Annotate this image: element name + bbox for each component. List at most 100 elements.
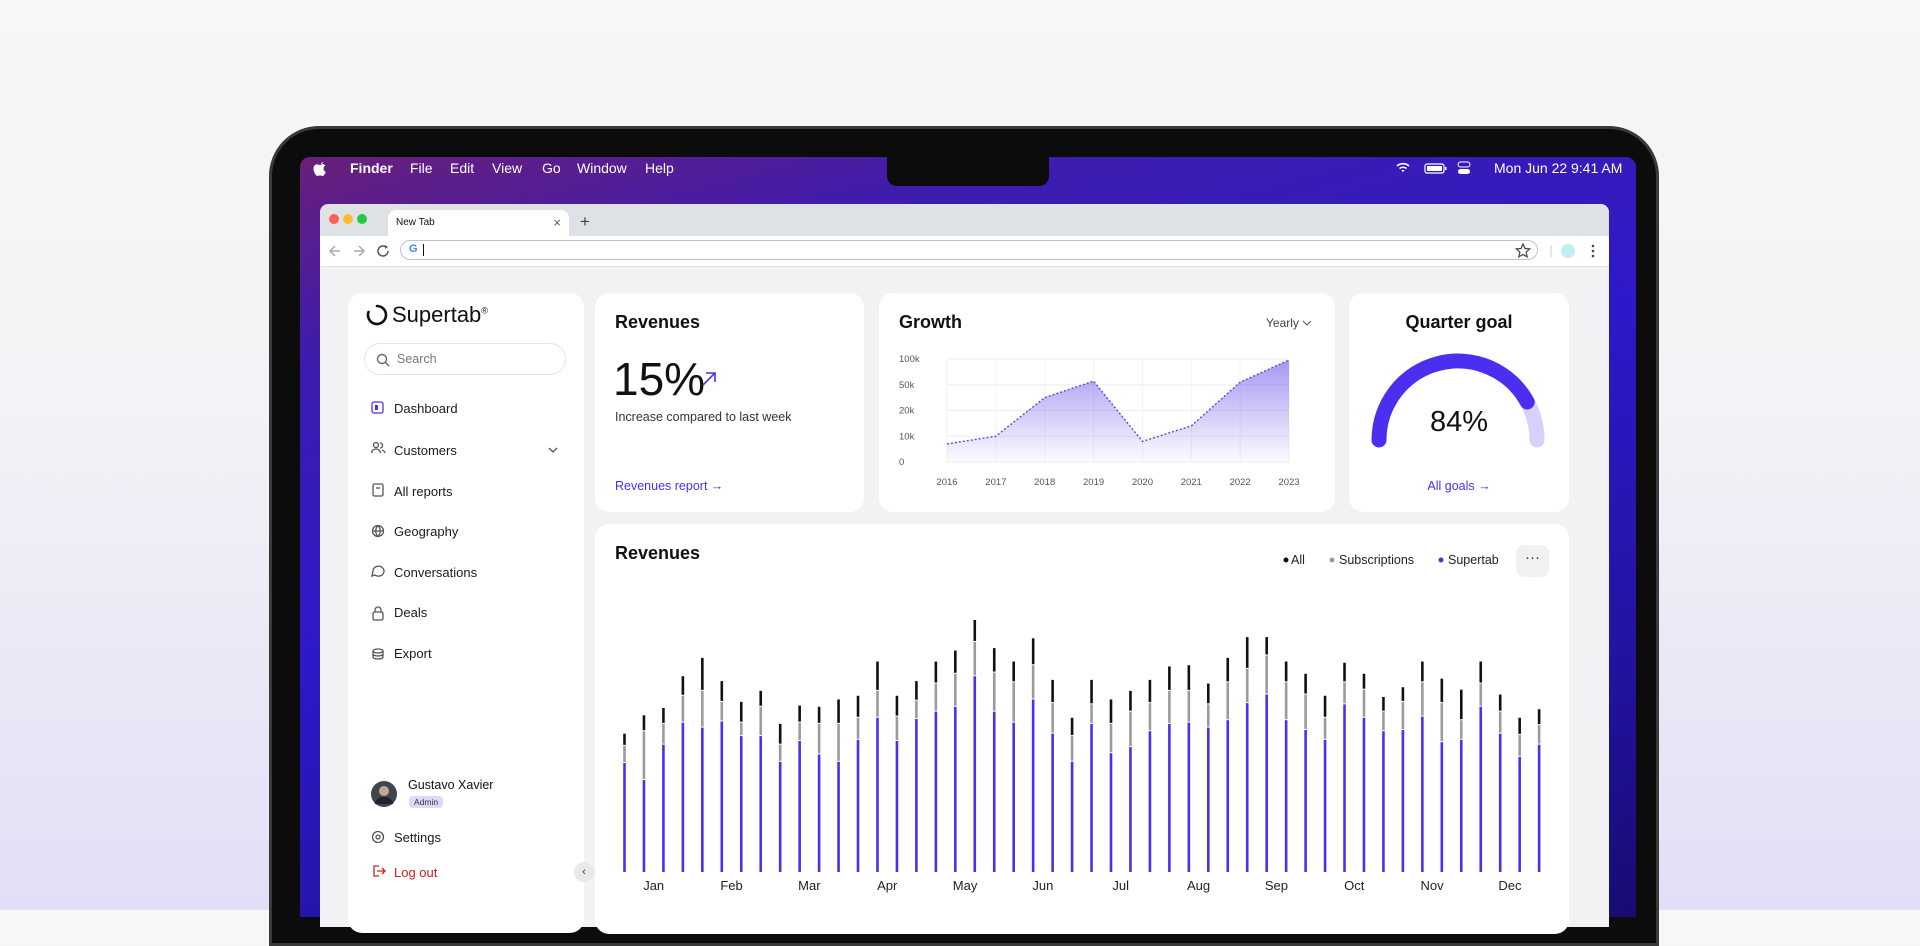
x-tick-label: 2016 [936, 477, 957, 488]
bar-segment [856, 717, 860, 739]
bar-segment [1226, 682, 1230, 720]
collapse-button[interactable]: ‹ [574, 862, 594, 882]
nav-item[interactable]: All reports [394, 484, 453, 499]
bar-segment [837, 699, 840, 723]
address-bar[interactable]: G [400, 240, 1538, 260]
bar-segment [1518, 734, 1521, 756]
x-tick-label: Feb [720, 878, 742, 893]
bar-segment [1129, 690, 1132, 711]
bar-segment [1226, 720, 1230, 872]
bar-segment [1382, 711, 1385, 731]
bar-segment [1537, 725, 1541, 744]
bar-segment [915, 700, 918, 718]
bar-segment [895, 716, 899, 740]
revenue-report-link[interactable]: Revenues report → [615, 479, 724, 493]
bar-segment [1459, 720, 1463, 739]
new-tab[interactable]: + [580, 212, 590, 231]
nav-item[interactable]: Customers [394, 443, 457, 458]
menu-item[interactable]: File [410, 160, 433, 176]
all-goals-link[interactable]: All goals → [1427, 479, 1491, 493]
status-icons [1396, 161, 1471, 174]
bar-segment [1265, 637, 1268, 655]
x-tick-label: Sep [1265, 878, 1288, 893]
bar-segment [876, 717, 879, 872]
bar-segment [701, 727, 704, 872]
menu-item[interactable]: Go [542, 160, 561, 176]
bar-segment [1207, 683, 1210, 704]
bar-segment [1265, 655, 1268, 694]
bar-segment [1479, 661, 1483, 683]
bar-segment [1362, 717, 1366, 872]
bar-segment [895, 695, 899, 716]
tab-close[interactable]: × [553, 215, 561, 230]
card-title: Revenues [615, 312, 701, 332]
menu-app[interactable]: Finder [350, 160, 393, 176]
nav-item[interactable]: Export [394, 646, 432, 661]
bar-segment [623, 763, 626, 872]
bar-segment [778, 744, 782, 761]
x-tick-label: Dec [1498, 878, 1522, 893]
y-tick-label: 0 [899, 457, 904, 468]
bar-segment [1070, 761, 1074, 872]
x-tick-label: Apr [877, 878, 898, 893]
bar-segment [1187, 665, 1191, 690]
bar-segment [642, 780, 646, 872]
bar-segment [895, 741, 899, 872]
nav-chevron[interactable] [547, 446, 559, 454]
x-tick-label: 2017 [985, 477, 1006, 488]
toolbar-icons[interactable] [1515, 242, 1605, 260]
user-avatar[interactable] [370, 780, 398, 808]
bar-segment [837, 761, 840, 872]
legend-dot [1329, 557, 1335, 563]
logout-link[interactable]: Log out [394, 865, 438, 880]
bar-segment [992, 672, 996, 711]
bar-segment [701, 657, 704, 690]
nav-item[interactable]: Geography [394, 524, 459, 539]
sidebar [348, 293, 584, 933]
search-box[interactable]: Search [364, 343, 566, 375]
menu-item[interactable]: Help [645, 160, 674, 176]
settings-link[interactable]: Settings [394, 830, 441, 845]
menu-item[interactable]: Edit [450, 160, 475, 176]
bar-segment [817, 723, 821, 754]
menu-item[interactable]: View [492, 160, 523, 176]
apple-menu[interactable] [312, 159, 328, 177]
bar-segment [1051, 679, 1054, 703]
bar-segment [1148, 703, 1152, 731]
bar-segment [1245, 668, 1249, 703]
bar-segment [876, 661, 879, 690]
bar-segment [1343, 682, 1346, 704]
bar-segment [915, 681, 918, 700]
bar-segment [1148, 731, 1152, 872]
bar-segment [1323, 695, 1327, 717]
menu-item[interactable]: Window [577, 160, 627, 176]
x-tick-label: May [953, 878, 978, 893]
nav-buttons[interactable] [328, 242, 394, 260]
legend-label: Subscriptions [1339, 553, 1415, 567]
bar-segment [1109, 723, 1113, 753]
bar-segment [739, 736, 743, 872]
nav-item[interactable]: Deals [394, 605, 428, 620]
bar-segment [1401, 701, 1405, 729]
more-button[interactable]: ··· [1516, 545, 1549, 577]
bar-segment [623, 733, 626, 745]
nav-item[interactable]: Dashboard [394, 401, 458, 416]
revenue-caption: Increase compared to last week [615, 410, 792, 424]
nav-item[interactable]: Conversations [394, 565, 478, 580]
bar-segment [1498, 694, 1502, 711]
x-tick-label: Mar [798, 878, 821, 893]
bar-segment [817, 754, 821, 872]
bar-segment [1498, 733, 1502, 872]
browser-tab[interactable]: New Tab × [388, 210, 569, 236]
bar-segment [720, 681, 724, 701]
bar-segment [1207, 704, 1210, 727]
bar-segment [778, 723, 782, 744]
bar-segment [1070, 717, 1074, 736]
bar-segment [1401, 730, 1405, 872]
bar-segment [934, 711, 938, 872]
window-controls[interactable] [328, 213, 372, 225]
x-tick-label: Oct [1344, 878, 1365, 893]
x-tick-label: Jun [1032, 878, 1053, 893]
bar-segment [837, 723, 840, 761]
period-select[interactable]: Yearly [1266, 316, 1312, 330]
